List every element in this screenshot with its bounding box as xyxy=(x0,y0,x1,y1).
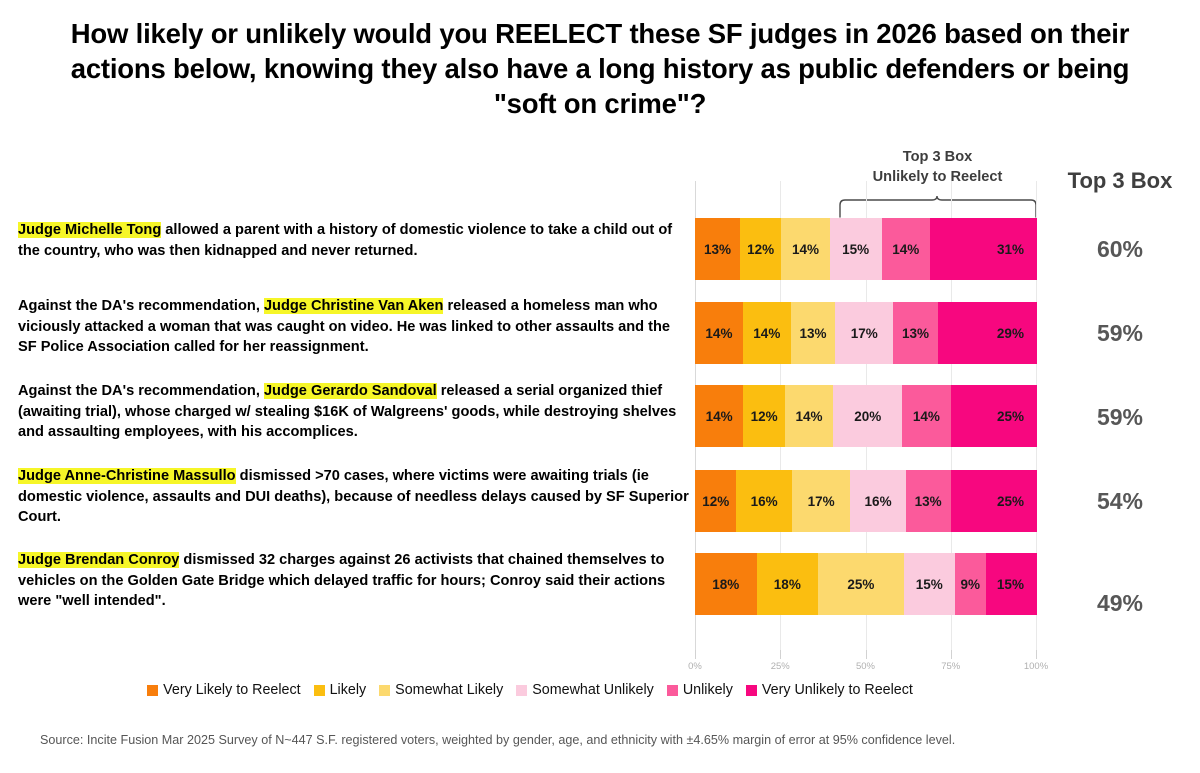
bar-segment-very-unlikely[interactable]: 29% xyxy=(937,302,1037,364)
bar-segment-somewhat-unlikely[interactable]: 17% xyxy=(835,302,894,364)
legend-label: Very Likely to Reelect xyxy=(163,682,301,698)
bar-segment-likely[interactable]: 18% xyxy=(756,553,819,615)
bar-row[interactable]: 14% 12% 14% 20% 14% 25% xyxy=(695,385,1037,447)
row-label-suffix: allowed a parent with a history of domes… xyxy=(18,222,673,259)
bar-row[interactable]: 18% 18% 25% 15% 9% 15% xyxy=(695,553,1037,615)
bar-segment-unlikely[interactable]: 9% xyxy=(954,553,986,615)
row-label-3: Judge Anne-Christine Massullo dismissed … xyxy=(18,466,690,528)
judge-name-highlight: Judge Brendan Conroy xyxy=(18,552,180,568)
source-note: Source: Incite Fusion Mar 2025 Survey of… xyxy=(40,733,956,747)
page-title: How likely or unlikely would you REELECT… xyxy=(70,18,1130,120)
x-tick-mark xyxy=(1036,650,1037,659)
row-label-prefix: Against the DA's recommendation, xyxy=(18,298,264,314)
row-label-1: Against the DA's recommendation, Judge C… xyxy=(18,296,690,358)
legend-item-somewhat-likely[interactable]: Somewhat Likely xyxy=(379,682,503,698)
top3box-value-1: 59% xyxy=(1096,320,1144,346)
x-tick-label: 100% xyxy=(1023,661,1049,672)
x-axis: 0% 25% 50% 75% 100% xyxy=(688,650,1048,676)
legend-item-very-unlikely[interactable]: Very Unlikely to Reelect xyxy=(745,682,913,698)
x-tick-mark xyxy=(950,650,952,659)
bar-segment-somewhat-likely[interactable]: 14% xyxy=(781,218,830,280)
x-tick-mark xyxy=(695,650,696,659)
top3box-value-2: 59% xyxy=(1096,404,1144,430)
bar-segment-likely[interactable]: 16% xyxy=(736,470,792,532)
bar-segment-very-unlikely[interactable]: 25% xyxy=(950,385,1037,447)
legend-label: Very Unlikely to Reelect xyxy=(761,682,913,698)
top3box-bracket-label: Top 3 Box Unlikely to Reelect xyxy=(830,148,1045,187)
legend-item-likely[interactable]: Likely xyxy=(313,682,367,698)
x-tick-label: 50% xyxy=(855,661,876,672)
bar-segment-very-likely[interactable]: 18% xyxy=(695,553,757,615)
x-tick-label: 75% xyxy=(941,661,961,672)
judge-name-highlight: Judge Gerardo Sandoval xyxy=(263,383,437,399)
row-label-2: Against the DA's recommendation, Judge G… xyxy=(18,381,690,443)
bar-segment-very-unlikely[interactable]: 15% xyxy=(985,553,1037,615)
row-label-4: Judge Brendan Conroy dismissed 32 charge… xyxy=(18,550,690,612)
row-label-prefix: Against the DA's recommendation, xyxy=(18,383,264,399)
bar-row[interactable]: 12% 16% 17% 16% 13% 25% xyxy=(695,470,1037,532)
legend-swatch-icon xyxy=(666,684,678,696)
bar-segment-likely[interactable]: 12% xyxy=(739,218,782,280)
judge-name-highlight: Judge Michelle Tong xyxy=(18,222,162,238)
row-label-suffix: dismissed >70 cases, where victims were … xyxy=(18,468,689,526)
legend-label: Unlikely xyxy=(682,682,733,698)
plot-area: 13% 12% 14% 15% 14% 31% 14% 14% 13% 17% 13% 29% 14… xyxy=(695,181,1037,650)
bracket-label-line1: Top 3 Box xyxy=(902,149,973,165)
legend-item-very-likely[interactable]: Very Likely to Reelect xyxy=(147,682,301,698)
x-tick-mark xyxy=(780,650,782,659)
row-label-suffix: released a homeless man who viciously at… xyxy=(18,298,671,356)
bar-segment-somewhat-unlikely[interactable]: 20% xyxy=(833,385,903,447)
top3box-value-4: 49% xyxy=(1096,590,1144,616)
top3box-value-0: 60% xyxy=(1096,236,1144,262)
x-tick-mark xyxy=(865,650,867,659)
legend-item-unlikely[interactable]: Unlikely xyxy=(666,682,733,698)
bar-segment-somewhat-likely[interactable]: 17% xyxy=(791,470,851,532)
judge-name-highlight: Judge Anne-Christine Massullo xyxy=(18,468,236,484)
bar-segment-unlikely[interactable]: 13% xyxy=(905,470,951,532)
bracket-label-line2: Unlikely to Reelect xyxy=(872,168,1003,185)
bar-segment-very-likely[interactable]: 13% xyxy=(695,218,740,280)
legend-label: Somewhat Unlikely xyxy=(532,682,654,698)
judge-name-highlight: Judge Christine Van Aken xyxy=(263,298,444,314)
legend-swatch-icon xyxy=(379,684,391,696)
legend-swatch-icon xyxy=(313,684,325,696)
bar-segment-very-likely[interactable]: 12% xyxy=(695,470,737,532)
row-label-0: Judge Michelle Tong allowed a parent wit… xyxy=(18,220,690,261)
bracket-icon xyxy=(839,196,1037,218)
bar-segment-very-unlikely[interactable]: 31% xyxy=(929,218,1037,280)
bar-segment-likely[interactable]: 14% xyxy=(742,302,791,364)
bar-segment-unlikely[interactable]: 14% xyxy=(881,218,930,280)
legend-swatch-icon xyxy=(147,684,159,696)
top3box-value-3: 54% xyxy=(1096,488,1144,514)
bar-segment-somewhat-unlikely[interactable]: 15% xyxy=(903,553,955,615)
bar-segment-somewhat-unlikely[interactable]: 15% xyxy=(829,218,882,280)
legend-label: Likely xyxy=(329,682,367,698)
bar-row[interactable]: 14% 14% 13% 17% 13% 29% xyxy=(695,302,1037,364)
row-label-suffix: dismissed 32 charges against 26 activist… xyxy=(18,552,666,610)
bar-segment-somewhat-likely[interactable]: 13% xyxy=(790,302,836,364)
bar-segment-unlikely[interactable]: 14% xyxy=(902,385,951,447)
bar-segment-somewhat-unlikely[interactable]: 16% xyxy=(850,470,906,532)
legend-item-somewhat-unlikely[interactable]: Somewhat Unlikely xyxy=(516,682,654,698)
bar-segment-unlikely[interactable]: 13% xyxy=(893,302,938,364)
bar-segment-likely[interactable]: 12% xyxy=(743,385,785,447)
top3box-column-header: Top 3 Box xyxy=(1067,168,1173,193)
legend: Very Likely to Reelect Likely Somewhat Lik… xyxy=(0,682,1060,698)
bar-segment-somewhat-likely[interactable]: 14% xyxy=(784,385,834,447)
bar-segment-somewhat-likely[interactable]: 25% xyxy=(818,553,904,615)
legend-label: Somewhat Likely xyxy=(395,682,504,698)
bar-segment-very-likely[interactable]: 14% xyxy=(695,385,744,447)
legend-swatch-icon xyxy=(745,684,757,696)
bar-segment-very-unlikely[interactable]: 25% xyxy=(950,470,1037,532)
bar-segment-very-likely[interactable]: 14% xyxy=(695,302,743,364)
row-label-suffix: released a serial organized thief (await… xyxy=(18,383,677,441)
x-tick-label: 25% xyxy=(770,661,790,672)
legend-swatch-icon xyxy=(516,684,528,696)
bar-row[interactable]: 13% 12% 14% 15% 14% 31% xyxy=(695,218,1037,280)
x-tick-label: 0% xyxy=(688,661,702,672)
